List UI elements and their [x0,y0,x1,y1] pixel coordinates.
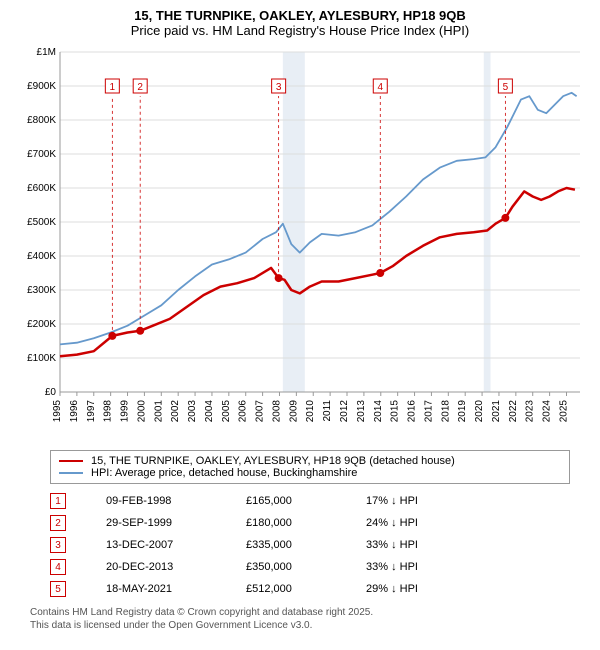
sales-table: 1 09-FEB-1998 £165,000 17% ↓ HPI 2 29-SEP-199… [50,490,600,600]
footer-attribution: Contains HM Land Registry data © Crown c… [0,600,600,632]
svg-text:£100K: £100K [27,353,56,364]
svg-text:2022: 2022 [508,400,519,423]
svg-text:2013: 2013 [356,400,367,423]
sale-pct: 29% ↓ HPI [366,583,446,595]
svg-text:£800K: £800K [27,115,56,126]
sale-date: 13-DEC-2007 [106,539,206,551]
svg-text:£700K: £700K [27,149,56,160]
sale-marker: 2 [50,515,66,531]
sale-price: £350,000 [246,561,326,573]
svg-text:2019: 2019 [457,400,468,423]
svg-text:2003: 2003 [187,400,198,423]
svg-text:2009: 2009 [288,400,299,423]
svg-text:2018: 2018 [440,400,451,423]
svg-text:2000: 2000 [136,400,147,423]
svg-text:2011: 2011 [322,400,333,422]
sale-pct: 17% ↓ HPI [366,495,446,507]
footer-line1: Contains HM Land Registry data © Crown c… [30,606,590,619]
sale-price: £335,000 [246,539,326,551]
svg-text:2004: 2004 [204,400,215,423]
sale-date: 18-MAY-2021 [106,583,206,595]
table-row: 3 13-DEC-2007 £335,000 33% ↓ HPI [50,534,600,556]
svg-text:2016: 2016 [407,400,418,423]
table-row: 2 29-SEP-1999 £180,000 24% ↓ HPI [50,512,600,534]
sale-marker: 5 [50,581,66,597]
legend-label: HPI: Average price, detached house, Buck… [91,467,357,479]
sale-pct: 24% ↓ HPI [366,517,446,529]
legend-swatch [59,460,83,463]
svg-text:2025: 2025 [558,400,569,423]
sale-marker: 1 [50,493,66,509]
sale-price: £180,000 [246,517,326,529]
svg-text:2012: 2012 [339,400,350,423]
svg-text:1998: 1998 [103,400,114,423]
svg-text:2023: 2023 [525,400,536,423]
title-subtitle: Price paid vs. HM Land Registry's House … [0,23,600,38]
sale-price: £512,000 [246,583,326,595]
svg-text:2007: 2007 [255,400,266,423]
svg-text:£1M: £1M [37,47,56,58]
table-row: 1 09-FEB-1998 £165,000 17% ↓ HPI [50,490,600,512]
sale-marker: 4 [50,559,66,575]
svg-text:2008: 2008 [271,400,282,423]
sale-marker: 3 [50,537,66,553]
svg-text:1997: 1997 [86,400,97,423]
sale-date: 29-SEP-1999 [106,517,206,529]
svg-text:£0: £0 [45,387,57,398]
svg-text:£900K: £900K [27,81,56,92]
svg-text:£400K: £400K [27,251,56,262]
svg-text:2005: 2005 [221,400,232,423]
legend-swatch [59,472,83,474]
svg-text:2006: 2006 [238,400,249,423]
sale-price: £165,000 [246,495,326,507]
svg-text:2002: 2002 [170,400,181,423]
svg-text:£200K: £200K [27,319,56,330]
svg-text:2014: 2014 [373,400,384,423]
svg-text:2: 2 [137,82,143,93]
svg-text:£500K: £500K [27,217,56,228]
svg-text:3: 3 [276,82,282,93]
svg-text:2001: 2001 [153,400,164,423]
svg-text:1999: 1999 [120,400,131,423]
svg-text:£600K: £600K [27,183,56,194]
table-row: 5 18-MAY-2021 £512,000 29% ↓ HPI [50,578,600,600]
svg-text:2021: 2021 [491,400,502,423]
chart-title: 15, THE TURNPIKE, OAKLEY, AYLESBURY, HP1… [0,0,600,42]
legend-row: HPI: Average price, detached house, Buck… [59,467,561,479]
title-address: 15, THE TURNPIKE, OAKLEY, AYLESBURY, HP1… [0,8,600,23]
svg-text:1996: 1996 [69,400,80,423]
svg-text:1: 1 [110,82,116,93]
svg-text:2024: 2024 [542,400,553,423]
footer-line2: This data is licensed under the Open Gov… [30,619,590,632]
svg-text:4: 4 [377,82,383,93]
legend-label: 15, THE TURNPIKE, OAKLEY, AYLESBURY, HP1… [91,455,455,467]
chart-legend: 15, THE TURNPIKE, OAKLEY, AYLESBURY, HP1… [50,450,570,484]
svg-text:£300K: £300K [27,285,56,296]
sale-date: 09-FEB-1998 [106,495,206,507]
table-row: 4 20-DEC-2013 £350,000 33% ↓ HPI [50,556,600,578]
legend-row: 15, THE TURNPIKE, OAKLEY, AYLESBURY, HP1… [59,455,561,467]
svg-text:2010: 2010 [305,400,316,423]
sale-date: 20-DEC-2013 [106,561,206,573]
svg-text:2020: 2020 [474,400,485,423]
svg-text:5: 5 [503,82,509,93]
svg-text:2017: 2017 [423,400,434,423]
svg-text:2015: 2015 [390,400,401,423]
sale-pct: 33% ↓ HPI [366,561,446,573]
price-chart: £0 £100K £200K £300K £400K £500K £600K £700K £80… [20,42,590,442]
sale-pct: 33% ↓ HPI [366,539,446,551]
svg-text:1995: 1995 [52,400,63,423]
